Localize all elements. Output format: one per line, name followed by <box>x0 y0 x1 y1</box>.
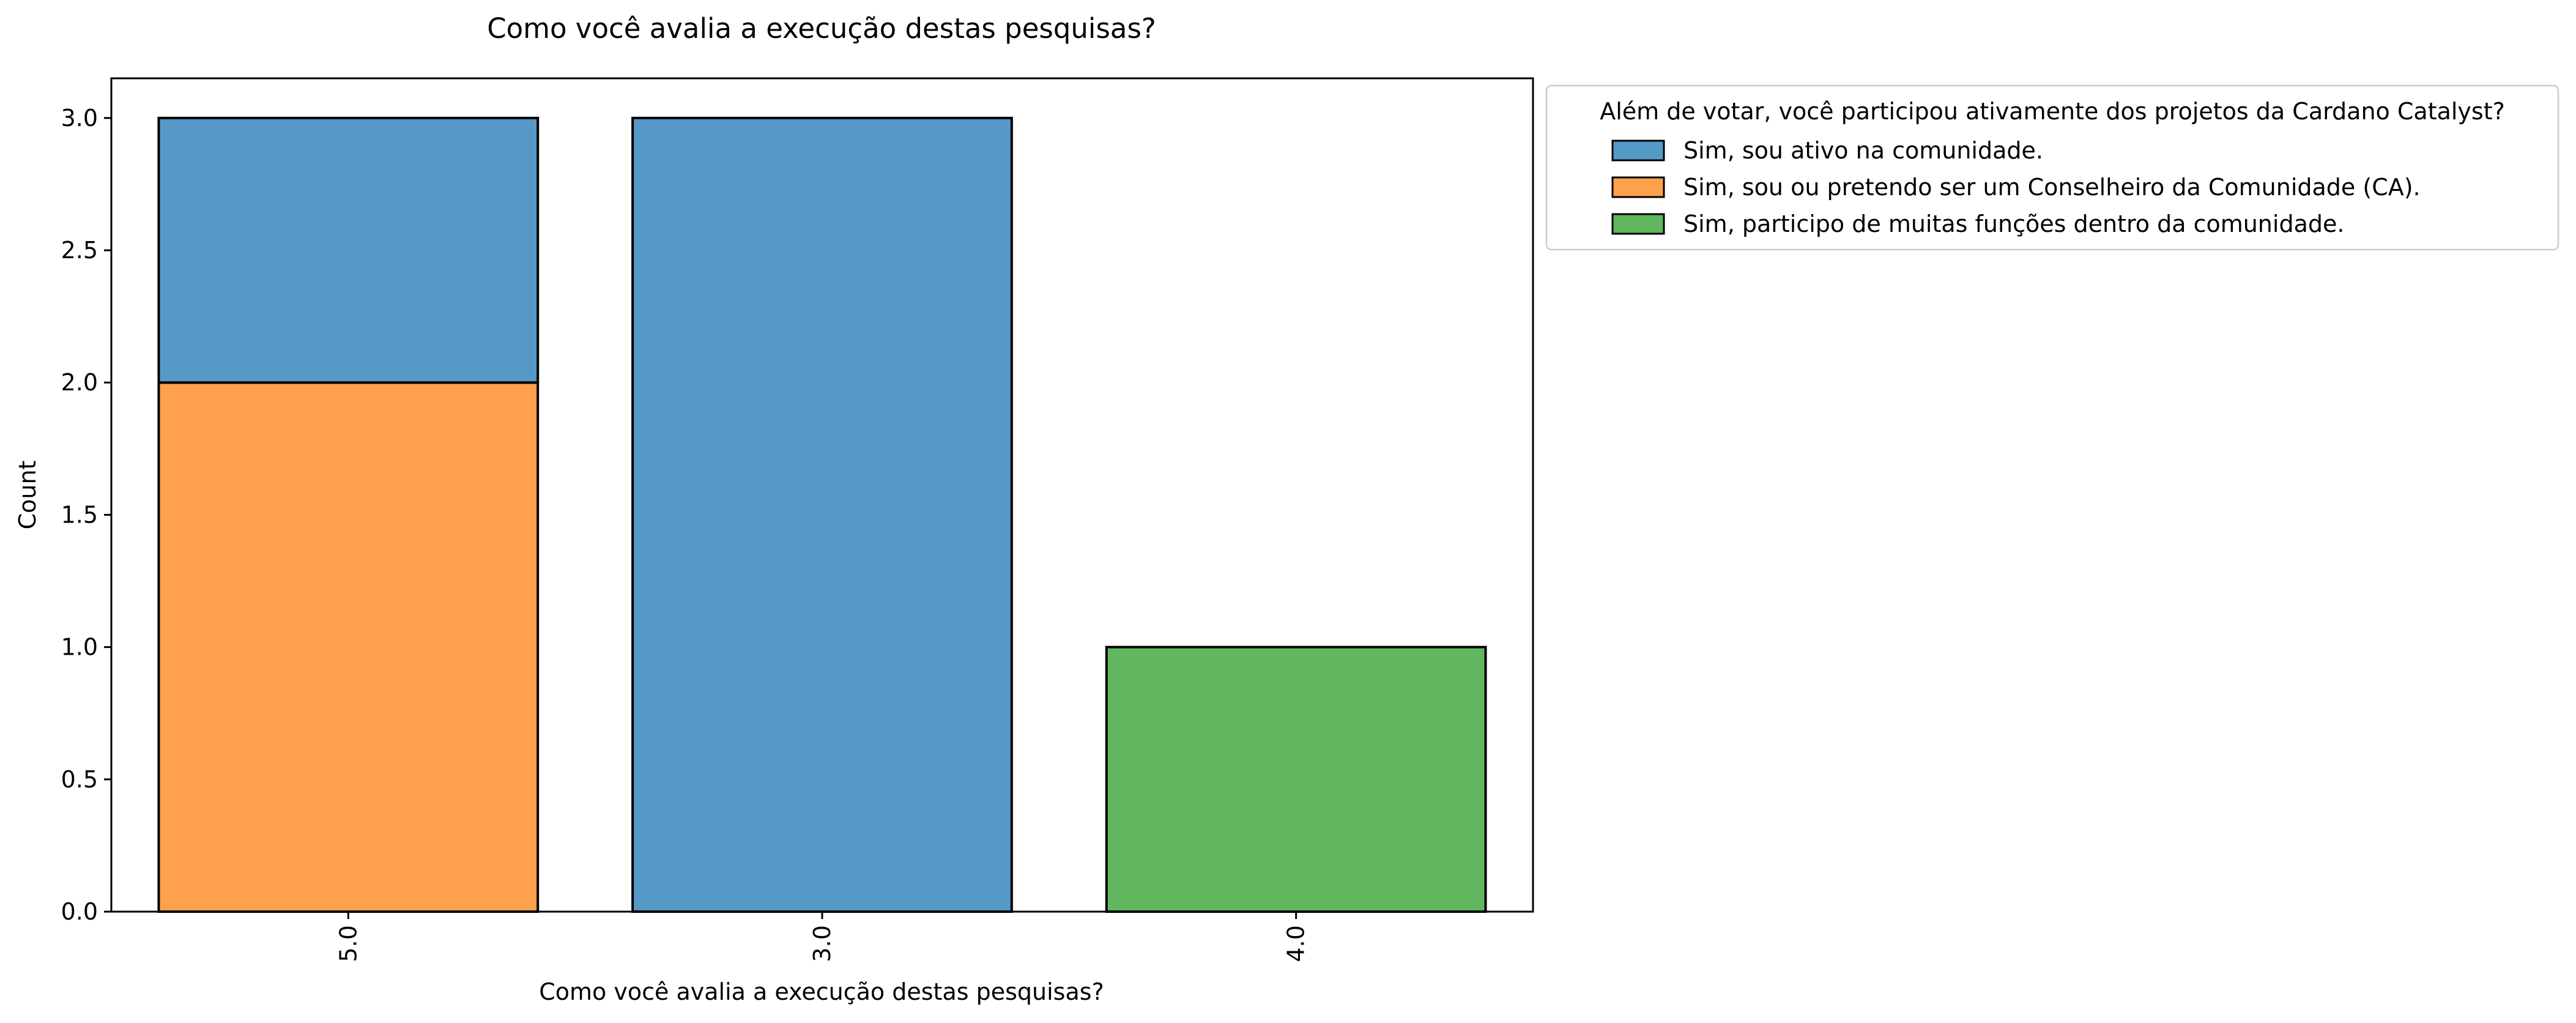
x-axis-label: Como você avalia a execução destas pesqu… <box>539 978 1104 1005</box>
legend-label: Sim, participo de muitas funções dentro … <box>1683 210 2344 237</box>
legend-swatch <box>1611 140 1665 162</box>
y-tick-label: 1.0 <box>61 634 98 661</box>
bar-segment <box>1105 645 1487 913</box>
legend-swatch <box>1611 176 1665 198</box>
y-axis: 0.0 0.5 1.0 1.5 2.0 2.5 3.0 <box>61 105 111 925</box>
x-tick-label: 3.0 <box>809 925 836 962</box>
bar-segment <box>157 381 540 913</box>
y-tick-label: 1.5 <box>61 501 98 528</box>
bar-segment <box>631 116 1013 913</box>
bars-group <box>157 116 1487 913</box>
y-tick-label: 2.0 <box>61 369 98 396</box>
legend-frame <box>1545 84 2559 251</box>
y-tick-label: 3.0 <box>61 105 98 132</box>
chart-title: Como você avalia a execução destas pesqu… <box>487 12 1156 45</box>
x-tick-label: 5.0 <box>335 925 362 962</box>
legend-swatch <box>1611 213 1665 235</box>
legend-items: Sim, sou ativo na comunidade. Sim, sou ou… <box>1611 137 2421 237</box>
x-axis: 5.0 3.0 4.0 <box>335 912 1310 962</box>
x-tick-label: 4.0 <box>1283 925 1310 962</box>
y-tick-label: 0.5 <box>61 766 98 793</box>
y-tick-label: 2.5 <box>61 237 98 264</box>
legend-title: Além de votar, você participou ativament… <box>1600 98 2505 125</box>
y-axis-label: Count <box>14 461 41 530</box>
bar-segment <box>157 116 540 384</box>
legend-label: Sim, sou ativo na comunidade. <box>1683 137 2043 164</box>
legend-label: Sim, sou ou pretendo ser um Conselheiro … <box>1683 174 2421 201</box>
legend: Além de votar, você participou ativament… <box>1545 84 2559 251</box>
y-tick-label: 0.0 <box>61 898 98 925</box>
